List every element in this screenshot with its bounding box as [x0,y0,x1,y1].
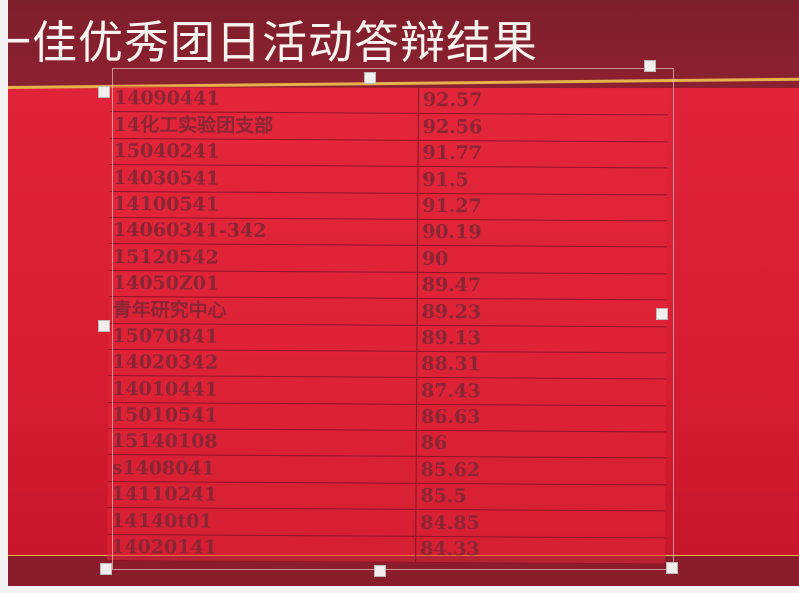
resize-handle-right[interactable] [656,308,668,320]
header-band [8,0,799,88]
resize-handle-left[interactable] [98,320,110,332]
resize-handle-top-left[interactable] [98,86,110,98]
resize-handle-bottom-left[interactable] [100,563,112,575]
resize-handle-bottom-right[interactable] [666,562,678,574]
resize-handle-top-right[interactable] [644,60,656,72]
selection-box [112,68,674,570]
resize-handle-top[interactable] [364,72,376,84]
slide-title[interactable]: 一佳优秀团日活动答辩结果 [8,16,539,69]
slide: 一佳优秀团日活动答辩结果 14090441 92.57 14化工实验团支部 92.56… [8,0,799,586]
resize-handle-bottom[interactable] [374,565,386,577]
